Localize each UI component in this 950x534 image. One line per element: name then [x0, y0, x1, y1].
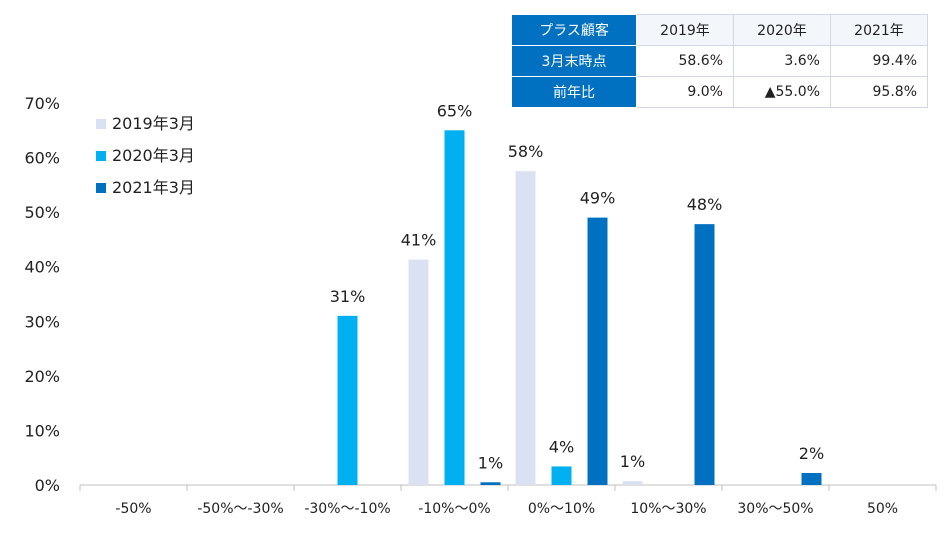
data-label: 4%	[549, 437, 574, 456]
x-category-label: 10%～30%	[630, 501, 706, 517]
legend-swatch	[96, 119, 106, 129]
table-cell: 9.0%	[636, 76, 734, 108]
x-category-label: -50%～-30%	[197, 501, 283, 517]
bar	[444, 130, 465, 486]
x-category-label: -50%	[115, 501, 151, 517]
y-tick-label: 70%	[24, 94, 60, 113]
legend-swatch	[96, 183, 106, 193]
bar	[551, 466, 572, 485]
table-corner-header: プラス顧客	[511, 14, 637, 46]
bar	[515, 171, 536, 485]
bars	[337, 130, 822, 486]
table-col-2020: 2020年	[733, 14, 831, 46]
bar	[480, 482, 501, 485]
table-col-2021: 2021年	[830, 14, 928, 46]
table-col-2019: 2019年	[636, 14, 734, 46]
y-axis: 0% 10% 20% 30% 40% 50% 60% 70%	[24, 94, 60, 495]
data-label: 2%	[799, 444, 824, 463]
bar	[408, 259, 429, 485]
bar	[622, 481, 643, 485]
data-label: 41%	[401, 231, 437, 250]
table-cell: 99.4%	[830, 45, 928, 77]
table-cell: 95.8%	[830, 76, 928, 108]
table-row: 前年比 9.0% ▲55.0% 95.8%	[511, 76, 928, 108]
table-cell: ▲55.0%	[733, 76, 831, 108]
data-label: 49%	[580, 189, 616, 208]
bar	[801, 472, 822, 485]
x-category-label: 0%～10%	[528, 501, 595, 517]
y-tick-label: 20%	[24, 367, 60, 386]
data-label: 48%	[687, 195, 723, 214]
x-axis: -50% -50%～-30% -30%～-10% -10%～0% 0%～10% 10%～3…	[79, 484, 937, 517]
bar	[337, 315, 358, 485]
bar	[694, 224, 715, 486]
x-category-label: -10%～0%	[418, 501, 490, 517]
table-cell: 3.6%	[733, 45, 831, 77]
y-tick-label: 50%	[24, 203, 60, 222]
summary-table: プラス顧客 2019年 2020年 2021年 3月末時点 58.6% 3.6%…	[511, 14, 928, 108]
y-tick-label: 40%	[24, 258, 60, 277]
x-category-label: 50%	[867, 501, 898, 517]
table-row-label: 3月末時点	[511, 45, 637, 77]
data-labels: 41% 58% 1% 31% 65% 4% 1% 49% 48% 2%	[330, 101, 824, 472]
y-tick-label: 10%	[24, 421, 60, 440]
legend: 2019年3月 2020年3月 2021年3月	[96, 114, 195, 197]
data-label: 31%	[330, 287, 366, 306]
x-category-label: 30%～50%	[737, 501, 813, 517]
y-tick-label: 0%	[35, 476, 60, 495]
data-label: 65%	[437, 101, 473, 120]
legend-label: 2021年3月	[112, 178, 195, 197]
data-label: 1%	[620, 452, 645, 471]
table-row-label: 前年比	[511, 76, 637, 108]
y-tick-label: 60%	[24, 149, 60, 168]
y-tick-label: 30%	[24, 312, 60, 331]
legend-label: 2020年3月	[112, 146, 195, 165]
bar	[587, 217, 608, 485]
data-label: 58%	[508, 142, 544, 161]
x-category-label: -30%～-10%	[304, 501, 390, 517]
table-header-row: プラス顧客 2019年 2020年 2021年	[511, 14, 928, 46]
table-cell: 58.6%	[636, 45, 734, 77]
legend-swatch	[96, 151, 106, 161]
legend-label: 2019年3月	[112, 114, 195, 133]
table-row: 3月末時点 58.6% 3.6% 99.4%	[511, 45, 928, 77]
data-label: 1%	[478, 453, 503, 472]
